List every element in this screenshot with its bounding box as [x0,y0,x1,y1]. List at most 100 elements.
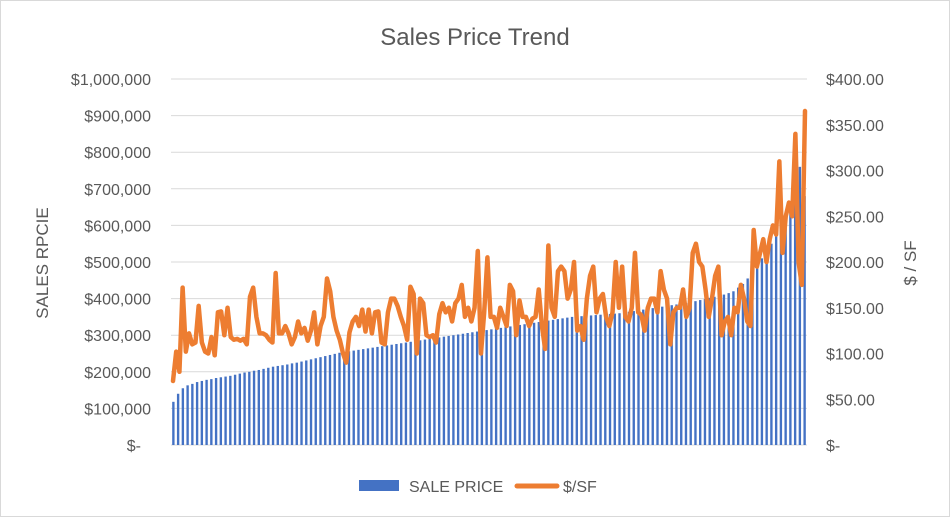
sale-price-bar [727,293,730,445]
sale-price-bar [570,316,574,445]
sale-price-bar [542,321,545,445]
sale-price-bar [191,383,194,445]
sale-price-bar [613,313,616,445]
sale-price-bar [181,388,185,445]
right-tick-label: $200.00 [826,255,884,272]
sale-price-bar [774,236,778,445]
sale-price-bar [494,328,498,445]
sale-price-bar [537,322,541,445]
sale-price-bar [224,376,227,445]
sale-price-bar [461,333,465,445]
sale-price-bar [651,308,654,445]
sale-price-bar [513,325,517,445]
sale-price-bar [295,362,298,445]
sale-price-bar [309,359,313,445]
right-tick-label: $400.00 [826,72,884,89]
sale-price-bar [271,366,275,445]
left-tick-label: $700,000 [84,182,151,199]
sale-price-bar [627,311,631,445]
sale-price-bar [708,297,711,445]
sale-price-bar [694,301,697,445]
sale-price-bar [328,354,332,445]
sale-price-bar [352,350,355,445]
sale-price-bar [680,303,683,445]
sale-price-bar [252,370,256,445]
sale-price-bar [324,356,327,445]
sale-price-bar [404,342,408,445]
sale-price-bar [300,361,303,445]
sale-price-bar [338,352,341,445]
sale-price-bar [604,314,607,445]
sale-price-bar [238,373,241,445]
right-tick-label: $250.00 [826,209,884,226]
left-tick-label: $300,000 [84,328,151,345]
sale-price-bar [599,314,602,445]
sale-price-bar [755,265,759,445]
sale-price-bar [637,310,640,445]
price-per-sf-polyline [170,108,808,384]
sale-price-bar [371,347,374,445]
left-tick-label: $100,000 [84,401,151,418]
sale-price-bar [499,327,503,445]
sale-price-bar [267,367,270,445]
legend: SALE PRICE $/SF [359,479,597,496]
sale-price-bar [670,305,673,445]
sale-price-bar [770,243,773,445]
sale-price-bar [480,330,484,445]
sale-price-bar [385,345,389,445]
sale-price-bar [366,348,370,445]
sale-price-bar [594,315,597,445]
sale-price-bar [433,338,436,445]
sale-price-bar [418,340,422,445]
right-axis-title: $ / SF [901,240,920,285]
sale-price-bar [195,382,199,445]
sale-price-bar [381,346,384,445]
sale-price-bar [589,315,593,445]
sale-price-bar [661,306,664,445]
sale-price-bar [751,272,754,445]
sale-price-bar [400,343,403,445]
sale-price-bar [172,401,175,445]
sale-price-bar [395,343,398,445]
sale-price-bar [779,229,783,445]
sale-price-bar [200,380,204,445]
sale-price-bar [623,312,626,445]
sale-price-bar [214,378,218,445]
left-axis-title: SALES RPCIE [33,207,52,319]
sale-price-bar [357,349,360,445]
sale-price-bar [305,360,308,445]
sale-price-bar [699,300,702,445]
sale-price-bar [803,196,806,445]
sale-price-bar [176,393,180,445]
sale-price-bar [229,375,232,445]
sale-price-bar [632,311,635,445]
left-tick-label: $900,000 [84,109,151,126]
sale-price-bar [793,188,797,446]
left-tick-label: $- [127,438,141,455]
right-tick-label: $350.00 [826,118,884,135]
sale-price-bar [736,287,740,445]
sale-price-bar [347,351,351,445]
sale-price-bar [186,385,189,445]
sale-price-bar [509,326,512,445]
sale-price-bar [789,207,792,445]
sale-price-bar [566,317,569,445]
sale-price-bars [172,166,806,446]
sale-price-bar [760,258,764,445]
sale-price-bar [447,335,450,445]
sale-price-bar [547,320,550,445]
sale-price-bar [205,379,208,445]
sale-price-bar [248,371,251,445]
sale-price-bar [423,339,427,445]
sale-price-bar [618,313,621,445]
sale-price-bar [428,338,431,445]
sale-price-bar [452,335,455,445]
sale-price-bar [243,372,246,445]
sale-price-bar [580,316,583,445]
sale-price-bar [642,309,645,445]
sale-price-bar [319,357,322,445]
sale-price-bar [608,313,612,445]
sale-price-bar [689,302,692,445]
left-tick-label: $400,000 [84,292,151,309]
sale-price-bar [290,363,294,445]
